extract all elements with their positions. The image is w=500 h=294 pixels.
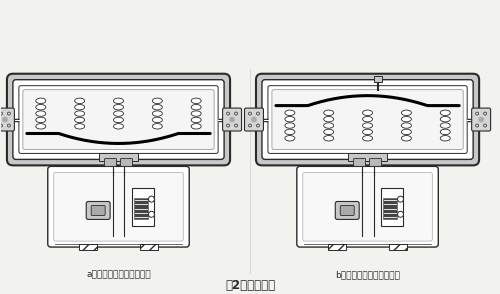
Ellipse shape <box>191 111 201 116</box>
Ellipse shape <box>114 123 124 129</box>
Bar <box>328 244 346 250</box>
Ellipse shape <box>74 98 85 103</box>
FancyBboxPatch shape <box>336 201 359 219</box>
Bar <box>132 188 154 225</box>
FancyBboxPatch shape <box>23 90 214 149</box>
Ellipse shape <box>362 136 372 141</box>
FancyBboxPatch shape <box>120 158 132 166</box>
Circle shape <box>148 196 154 202</box>
FancyBboxPatch shape <box>13 80 224 159</box>
Ellipse shape <box>402 110 411 116</box>
FancyBboxPatch shape <box>104 158 117 166</box>
Ellipse shape <box>285 110 295 116</box>
Circle shape <box>252 117 256 122</box>
Ellipse shape <box>152 98 162 103</box>
FancyBboxPatch shape <box>222 108 242 131</box>
Ellipse shape <box>402 136 411 141</box>
Ellipse shape <box>324 116 334 122</box>
Text: 图2、执行机构: 图2、执行机构 <box>225 279 275 293</box>
Text: b、正作用与阀构成气关式: b、正作用与阀构成气关式 <box>335 270 400 280</box>
Ellipse shape <box>114 111 124 116</box>
FancyBboxPatch shape <box>86 201 110 219</box>
Ellipse shape <box>36 123 46 129</box>
FancyBboxPatch shape <box>303 172 432 241</box>
Ellipse shape <box>285 116 295 122</box>
Ellipse shape <box>324 123 334 128</box>
Ellipse shape <box>114 117 124 123</box>
FancyBboxPatch shape <box>91 206 105 216</box>
FancyBboxPatch shape <box>0 108 14 131</box>
Ellipse shape <box>440 136 450 141</box>
Ellipse shape <box>152 117 162 123</box>
Ellipse shape <box>152 111 162 116</box>
Ellipse shape <box>402 129 411 135</box>
Bar <box>381 188 403 225</box>
FancyBboxPatch shape <box>256 74 479 165</box>
Circle shape <box>2 117 7 122</box>
Ellipse shape <box>324 110 334 116</box>
Bar <box>383 198 397 219</box>
FancyBboxPatch shape <box>472 108 490 131</box>
Bar <box>348 153 388 161</box>
Bar <box>374 76 382 82</box>
Ellipse shape <box>440 110 450 116</box>
Ellipse shape <box>402 116 411 122</box>
Bar <box>134 198 148 219</box>
Ellipse shape <box>114 98 124 103</box>
Ellipse shape <box>285 136 295 141</box>
Bar <box>140 244 158 250</box>
Ellipse shape <box>440 123 450 128</box>
FancyBboxPatch shape <box>354 158 366 166</box>
Ellipse shape <box>74 111 85 116</box>
Circle shape <box>398 211 404 217</box>
FancyBboxPatch shape <box>370 158 382 166</box>
Ellipse shape <box>440 129 450 135</box>
Ellipse shape <box>362 123 372 128</box>
Circle shape <box>230 117 234 122</box>
Ellipse shape <box>152 123 162 129</box>
Bar <box>79 244 97 250</box>
Text: a、反作用与阀构成气开式: a、反作用与阀构成气开式 <box>86 270 151 280</box>
Ellipse shape <box>36 98 46 103</box>
Ellipse shape <box>36 117 46 123</box>
Ellipse shape <box>191 123 201 129</box>
Ellipse shape <box>402 123 411 128</box>
Ellipse shape <box>362 129 372 135</box>
FancyBboxPatch shape <box>7 74 230 165</box>
Ellipse shape <box>285 129 295 135</box>
FancyBboxPatch shape <box>340 206 354 216</box>
Ellipse shape <box>36 104 46 110</box>
Ellipse shape <box>36 111 46 116</box>
Ellipse shape <box>324 136 334 141</box>
Ellipse shape <box>191 98 201 103</box>
Bar <box>98 153 138 161</box>
Ellipse shape <box>191 117 201 123</box>
Ellipse shape <box>440 116 450 122</box>
FancyBboxPatch shape <box>19 86 218 153</box>
Ellipse shape <box>74 123 85 129</box>
Bar <box>389 244 407 250</box>
Ellipse shape <box>285 123 295 128</box>
Ellipse shape <box>191 104 201 110</box>
FancyBboxPatch shape <box>244 108 264 131</box>
FancyBboxPatch shape <box>262 80 473 159</box>
Ellipse shape <box>324 129 334 135</box>
FancyBboxPatch shape <box>297 166 438 247</box>
FancyBboxPatch shape <box>272 90 463 149</box>
FancyBboxPatch shape <box>48 166 189 247</box>
FancyBboxPatch shape <box>54 172 184 241</box>
Ellipse shape <box>362 110 372 116</box>
Circle shape <box>478 117 484 122</box>
Ellipse shape <box>362 116 372 122</box>
Circle shape <box>148 211 154 217</box>
FancyBboxPatch shape <box>268 86 467 153</box>
Ellipse shape <box>114 104 124 110</box>
Ellipse shape <box>74 117 85 123</box>
Ellipse shape <box>152 104 162 110</box>
Circle shape <box>398 196 404 202</box>
Ellipse shape <box>74 104 85 110</box>
